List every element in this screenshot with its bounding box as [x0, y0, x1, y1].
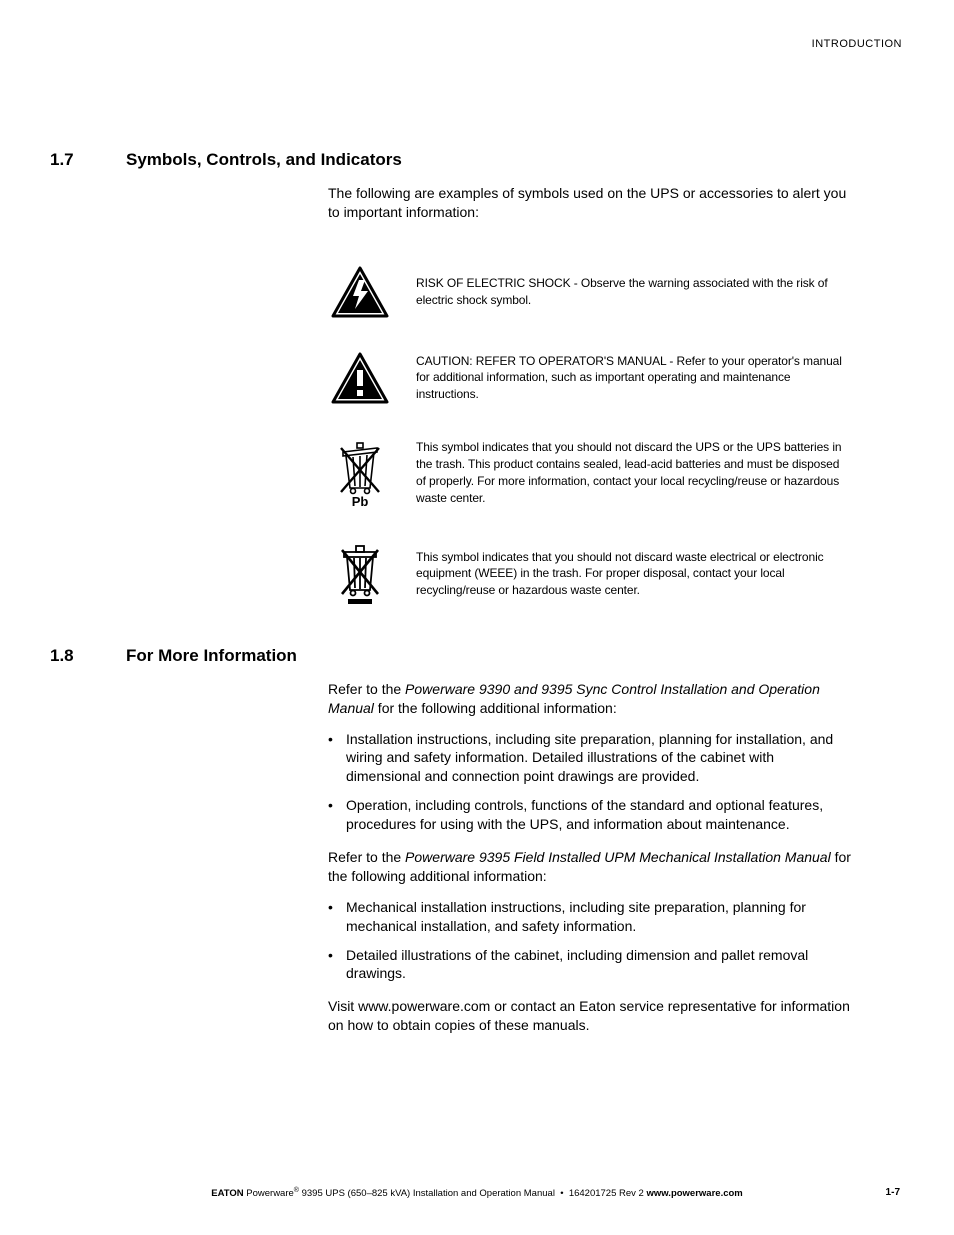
footer-product: Powerware [244, 1188, 294, 1199]
text: Refer to the [328, 849, 405, 865]
symbol-text: CAUTION: REFER TO OPERATOR'S MANUAL - Re… [416, 353, 852, 403]
para-ref-manual-2: Refer to the Powerware 9395 Field Instal… [328, 848, 852, 886]
footer-brand: EATON [211, 1188, 243, 1199]
page: INTRODUCTION 1.7 Symbols, Controls, and … [0, 0, 954, 1235]
list-item: Mechanical installation instructions, in… [328, 898, 852, 936]
footer-sep: • [560, 1188, 563, 1199]
bullet-list-1: Installation instructions, including sit… [328, 730, 852, 834]
text: Refer to the [328, 681, 405, 697]
svg-text:Pb: Pb [352, 494, 369, 508]
footer-desc: 9395 UPS (650–825 kVA) Installation and … [299, 1188, 558, 1199]
page-number: 1-7 [886, 1187, 900, 1198]
list-item: Installation instructions, including sit… [328, 730, 852, 787]
section-intro: The following are examples of symbols us… [328, 184, 852, 222]
section-number: 1.7 [50, 150, 94, 170]
footer-docnum: 164201725 Rev 2 [566, 1188, 646, 1199]
page-header: INTRODUCTION [50, 38, 904, 50]
text: for the following additional information… [374, 700, 617, 716]
list-item: Operation, including controls, functions… [328, 796, 852, 834]
manual-title-italic: Powerware 9395 Field Installed UPM Mecha… [405, 849, 831, 865]
symbol-text: This symbol indicates that you should no… [416, 549, 852, 599]
para-ref-manual-1: Refer to the Powerware 9390 and 9395 Syn… [328, 680, 852, 718]
section-number: 1.8 [50, 646, 94, 666]
section-heading-1-8: 1.8 For More Information [50, 646, 904, 666]
symbol-text: This symbol indicates that you should no… [416, 439, 852, 506]
symbol-text: RISK OF ELECTRIC SHOCK - Observe the war… [416, 275, 852, 309]
symbol-row-shock: RISK OF ELECTRIC SHOCK - Observe the war… [328, 266, 852, 318]
symbol-row-pb-bin: Pb This symbol indicates that you should… [328, 438, 852, 508]
electric-shock-icon [328, 266, 392, 318]
section-heading-1-7: 1.7 Symbols, Controls, and Indicators [50, 150, 904, 170]
section-title: Symbols, Controls, and Indicators [126, 150, 402, 170]
no-trash-pb-icon: Pb [328, 438, 392, 508]
symbol-row-caution: CAUTION: REFER TO OPERATOR'S MANUAL - Re… [328, 352, 852, 404]
page-footer: EATON Powerware® 9395 UPS (650–825 kVA) … [50, 1187, 904, 1199]
no-trash-weee-icon [328, 542, 392, 606]
symbol-row-weee-bin: This symbol indicates that you should no… [328, 542, 852, 606]
list-item: Detailed illustrations of the cabinet, i… [328, 946, 852, 984]
caution-icon [328, 352, 392, 404]
footer-center: EATON Powerware® 9395 UPS (650–825 kVA) … [211, 1187, 743, 1199]
section-title: For More Information [126, 646, 297, 666]
bullet-list-2: Mechanical installation instructions, in… [328, 898, 852, 984]
para-visit: Visit www.powerware.com or contact an Ea… [328, 997, 852, 1035]
footer-url: www.powerware.com [646, 1188, 742, 1199]
